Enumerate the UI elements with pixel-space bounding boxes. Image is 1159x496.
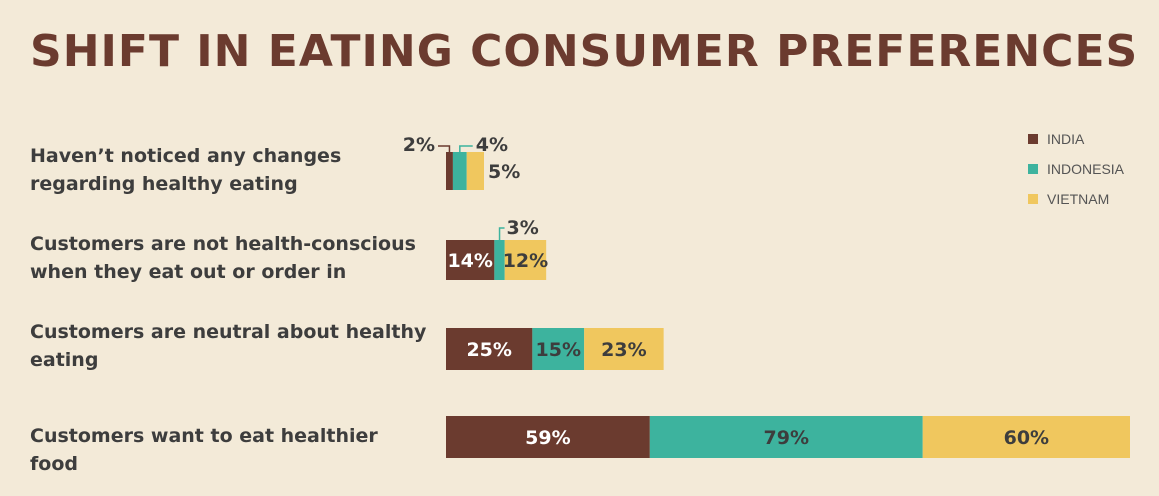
bar-segment-indonesia <box>649 416 923 458</box>
legend-label: INDONESIA <box>1047 161 1125 177</box>
data-label: 3% <box>507 217 539 239</box>
data-label: 4% <box>476 134 508 156</box>
bar-segment-vietnam <box>922 416 1130 458</box>
bar-segment-india <box>446 152 453 190</box>
legend-item-vietnam: VIETNAM <box>1028 184 1124 214</box>
category-label: Customers are neutral about healthy eati… <box>30 321 427 371</box>
data-label: 12% <box>503 250 548 272</box>
chart-title: SHIFT IN EATING CONSUMER PREFERENCES <box>30 26 1139 77</box>
legend-label: INDIA <box>1047 131 1085 147</box>
bar-segment-india <box>446 328 533 370</box>
bar-segment-india <box>446 416 650 458</box>
data-label: 5% <box>488 161 520 183</box>
data-label: 60% <box>1004 427 1049 449</box>
bar-segment-vietnam <box>466 152 484 190</box>
category-label: Haven’t noticed any changes regarding he… <box>30 145 342 195</box>
leader-line <box>498 227 505 240</box>
data-label: 14% <box>447 250 492 272</box>
bar-segment-india <box>446 240 495 280</box>
legend-swatch-vietnam <box>1028 194 1038 204</box>
legend-swatch-india <box>1028 134 1038 144</box>
data-label: 23% <box>601 339 646 361</box>
bar-segment-indonesia <box>532 328 585 370</box>
category-label: Customers are not health-conscious when … <box>30 233 416 283</box>
leader-line <box>438 145 451 152</box>
legend-item-indonesia: INDONESIA <box>1028 154 1124 184</box>
bar-segment-indonesia <box>494 240 505 280</box>
data-label: 2% <box>403 134 435 156</box>
legend-item-india: INDIA <box>1028 124 1124 154</box>
leader-line <box>459 145 473 152</box>
legend-label: VIETNAM <box>1047 191 1110 207</box>
legend-swatch-indonesia <box>1028 164 1038 174</box>
legend: INDIA INDONESIA VIETNAM <box>1028 124 1124 214</box>
category-label: Customers want to eat healthier food <box>30 425 378 475</box>
bar-segment-indonesia <box>452 152 467 190</box>
bar-segment-vietnam <box>504 240 547 280</box>
data-label: 25% <box>466 339 511 361</box>
data-label: 15% <box>536 339 581 361</box>
data-label: 79% <box>764 427 809 449</box>
data-label: 59% <box>525 427 570 449</box>
bar-segment-vietnam <box>584 328 664 370</box>
